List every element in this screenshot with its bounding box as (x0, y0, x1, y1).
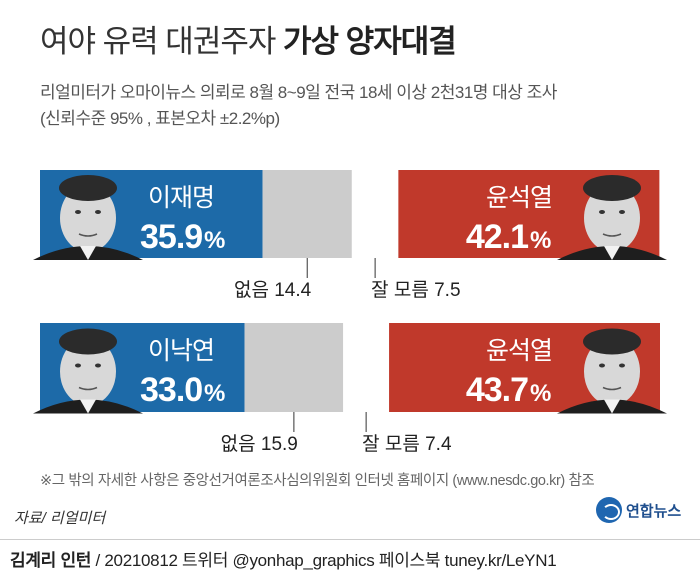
chart-title: 여야 유력 대권주자 가상 양자대결 (40, 16, 457, 61)
bar-none-1 (244, 323, 344, 412)
title-bold: 가상 양자대결 (283, 24, 457, 59)
right-candidate-name-1: 윤석열 (486, 337, 552, 365)
yonhap-logo-icon (596, 497, 622, 523)
chart-area: 이재명 35.9 % 윤석열 42.1 % 없음 14.4 잘 모름 7.5 이낙연 33.0 % 윤… (33, 170, 667, 455)
right-candidate-portrait-1 (557, 328, 667, 414)
dontknow-label-0: 잘 모름 7.5 (371, 279, 460, 301)
left-value-1: 33.0 (140, 371, 202, 409)
left-candidate-name-1: 이낙연 (148, 337, 214, 365)
bar-dontknow-0 (351, 170, 399, 258)
source-label: 자료/ 리얼미터 (14, 510, 106, 527)
credit-divider (0, 539, 700, 577)
left-value-unit-0: % (204, 227, 225, 254)
chart-subtitle-confidence: (신뢰수준 95% , 표본오차 ±2.2%p) (40, 109, 280, 128)
credit-details: / 20210812 트위터 @yonhap_graphics 페이스북 tun… (91, 551, 557, 570)
right-value-1: 43.7 (466, 371, 528, 409)
none-label-0: 없음 14.4 (234, 279, 312, 301)
credit-author: 김계리 인턴 (10, 551, 92, 570)
right-candidate-name-0: 윤석열 (486, 184, 552, 212)
right-value-unit-1: % (530, 380, 551, 407)
none-label-1: 없음 15.9 (221, 433, 298, 455)
dontknow-label-1: 잘 모름 7.4 (362, 433, 452, 455)
yonhap-logo: 연합뉴스 (596, 497, 681, 523)
credit-line: 김계리 인턴 / 20210812 트위터 @yonhap_graphics 페… (10, 546, 557, 571)
left-value-0: 35.9 (140, 218, 202, 256)
left-candidate-portrait-1 (33, 328, 143, 414)
footnote: ※그 밖의 자세한 사항은 중앙선거여론조사심의위원회 인터넷 홈페이지 (ww… (40, 473, 595, 489)
right-value-0: 42.1 (466, 218, 528, 256)
left-value-unit-1: % (204, 380, 225, 407)
left-candidate-name-0: 이재명 (148, 184, 214, 212)
title-light: 여야 유력 대권주자 (40, 24, 276, 59)
right-candidate-portrait-0 (557, 175, 667, 260)
bar-dontknow-1 (343, 323, 390, 412)
left-candidate-portrait-0 (33, 175, 143, 260)
chart-subtitle: 리얼미터가 오마이뉴스 의뢰로 8월 8~9일 전국 18세 이상 2천31명 … (40, 83, 557, 102)
bar-none-0 (262, 170, 352, 258)
logo-text: 연합뉴스 (626, 502, 682, 520)
right-value-unit-0: % (530, 227, 551, 254)
